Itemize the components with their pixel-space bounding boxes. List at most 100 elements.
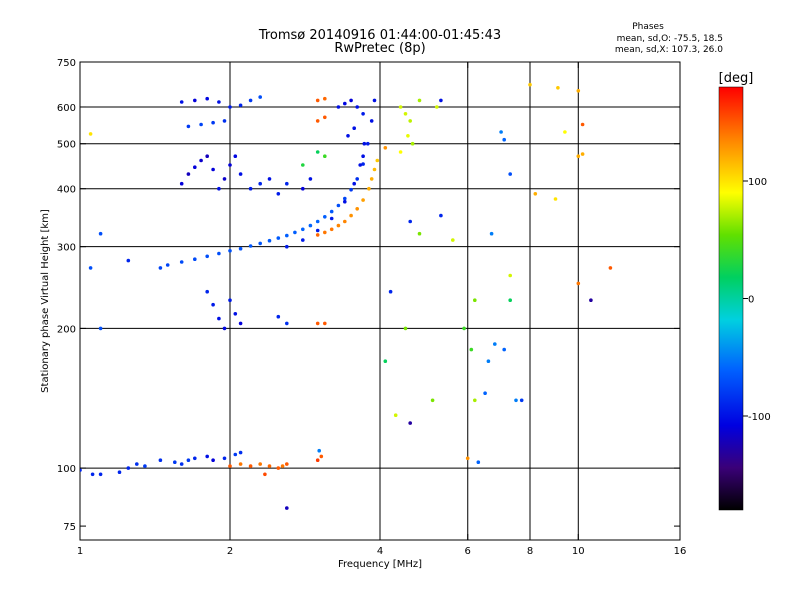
echo-point xyxy=(323,96,327,101)
echo-point xyxy=(248,244,253,248)
echo-point xyxy=(98,472,103,477)
echo-point xyxy=(217,316,221,321)
echo-point xyxy=(372,167,377,172)
echo-point xyxy=(217,251,221,256)
x-axis-label: Frequency [MHz] xyxy=(338,559,422,570)
echo-point xyxy=(508,273,512,278)
y-tick-label: 750 xyxy=(57,58,76,69)
echo-point xyxy=(186,458,191,463)
echo-point xyxy=(211,120,215,125)
echo-point xyxy=(343,199,347,204)
echo-point xyxy=(233,154,238,158)
colorbar xyxy=(718,86,744,511)
echo-point xyxy=(193,165,197,169)
echo-point xyxy=(329,227,334,232)
echo-point xyxy=(499,130,503,134)
y-tick-label: 400 xyxy=(57,185,76,196)
echo-point xyxy=(276,192,281,196)
echo-point xyxy=(301,227,305,232)
echo-point xyxy=(193,456,197,461)
echo-point xyxy=(476,460,481,465)
echo-point xyxy=(263,472,267,477)
echo-point xyxy=(205,254,209,259)
echo-point xyxy=(173,460,177,465)
echo-point xyxy=(238,462,243,466)
echo-point xyxy=(323,230,327,235)
echo-point xyxy=(473,398,477,403)
echo-point xyxy=(435,105,439,109)
echo-point xyxy=(117,470,122,475)
echo-point xyxy=(343,196,347,201)
echo-point xyxy=(179,462,184,466)
echo-point xyxy=(158,266,163,270)
echo-point xyxy=(398,150,403,154)
echo-point xyxy=(135,462,139,466)
echo-point xyxy=(315,321,320,326)
echo-point xyxy=(336,203,341,208)
echo-point xyxy=(406,134,410,138)
colorbar-label: [deg] xyxy=(719,71,754,86)
echo-point xyxy=(248,464,253,468)
echo-point xyxy=(329,216,334,221)
echo-point xyxy=(336,105,341,109)
echo-point xyxy=(388,289,393,294)
echo-point xyxy=(430,398,435,403)
echo-point xyxy=(228,464,232,468)
echo-point xyxy=(205,289,209,294)
echo-point xyxy=(358,163,363,167)
echo-point xyxy=(355,177,360,181)
y-tick-label: 500 xyxy=(57,140,76,151)
echo-point xyxy=(349,98,353,103)
x-tick-label: 8 xyxy=(527,546,533,557)
y-tick-label: 600 xyxy=(57,103,76,114)
x-tick-label: 1 xyxy=(77,546,83,557)
echo-point xyxy=(280,464,285,468)
phases-stats-o: mean, sd,O: -75.5, 18.5 xyxy=(617,34,723,44)
echo-point xyxy=(403,112,408,116)
echo-point xyxy=(199,122,203,127)
echo-point xyxy=(258,241,263,246)
echo-point xyxy=(205,454,209,459)
echo-point xyxy=(285,244,289,249)
echo-point xyxy=(372,98,377,103)
echo-point xyxy=(346,134,350,138)
echo-point xyxy=(352,181,357,186)
echo-point xyxy=(228,298,232,303)
echo-point xyxy=(355,207,360,211)
y-tick-label: 300 xyxy=(57,243,76,254)
echo-point xyxy=(222,456,227,461)
echo-point xyxy=(508,172,512,176)
echo-point xyxy=(553,197,558,201)
echo-point xyxy=(483,391,487,396)
grid-lines xyxy=(80,62,680,540)
echo-point xyxy=(193,98,197,103)
echo-point xyxy=(233,312,238,316)
echo-point xyxy=(258,181,263,186)
echo-point xyxy=(502,347,507,352)
echo-point xyxy=(469,347,474,352)
echo-point xyxy=(576,281,581,286)
echo-point xyxy=(88,266,93,270)
echo-point xyxy=(276,466,281,470)
echo-point xyxy=(238,321,243,326)
y-tick-label: 200 xyxy=(57,324,76,335)
echo-point xyxy=(228,249,232,253)
echo-point xyxy=(301,163,305,167)
echo-point xyxy=(276,236,281,240)
echo-point xyxy=(367,186,371,191)
data-points xyxy=(80,82,613,510)
echo-point xyxy=(186,172,191,176)
echo-point xyxy=(528,82,532,87)
echo-point xyxy=(258,95,263,99)
echo-point xyxy=(301,186,305,191)
echo-point xyxy=(362,141,367,146)
echo-point xyxy=(369,119,374,123)
echo-point xyxy=(315,458,320,463)
echo-point xyxy=(408,119,413,123)
echo-point xyxy=(502,137,507,142)
colorbar-tick-label: 0 xyxy=(748,295,754,306)
x-tick-label: 6 xyxy=(465,546,471,557)
echo-point xyxy=(508,298,512,303)
echo-point xyxy=(417,231,422,236)
echo-point xyxy=(489,231,494,236)
